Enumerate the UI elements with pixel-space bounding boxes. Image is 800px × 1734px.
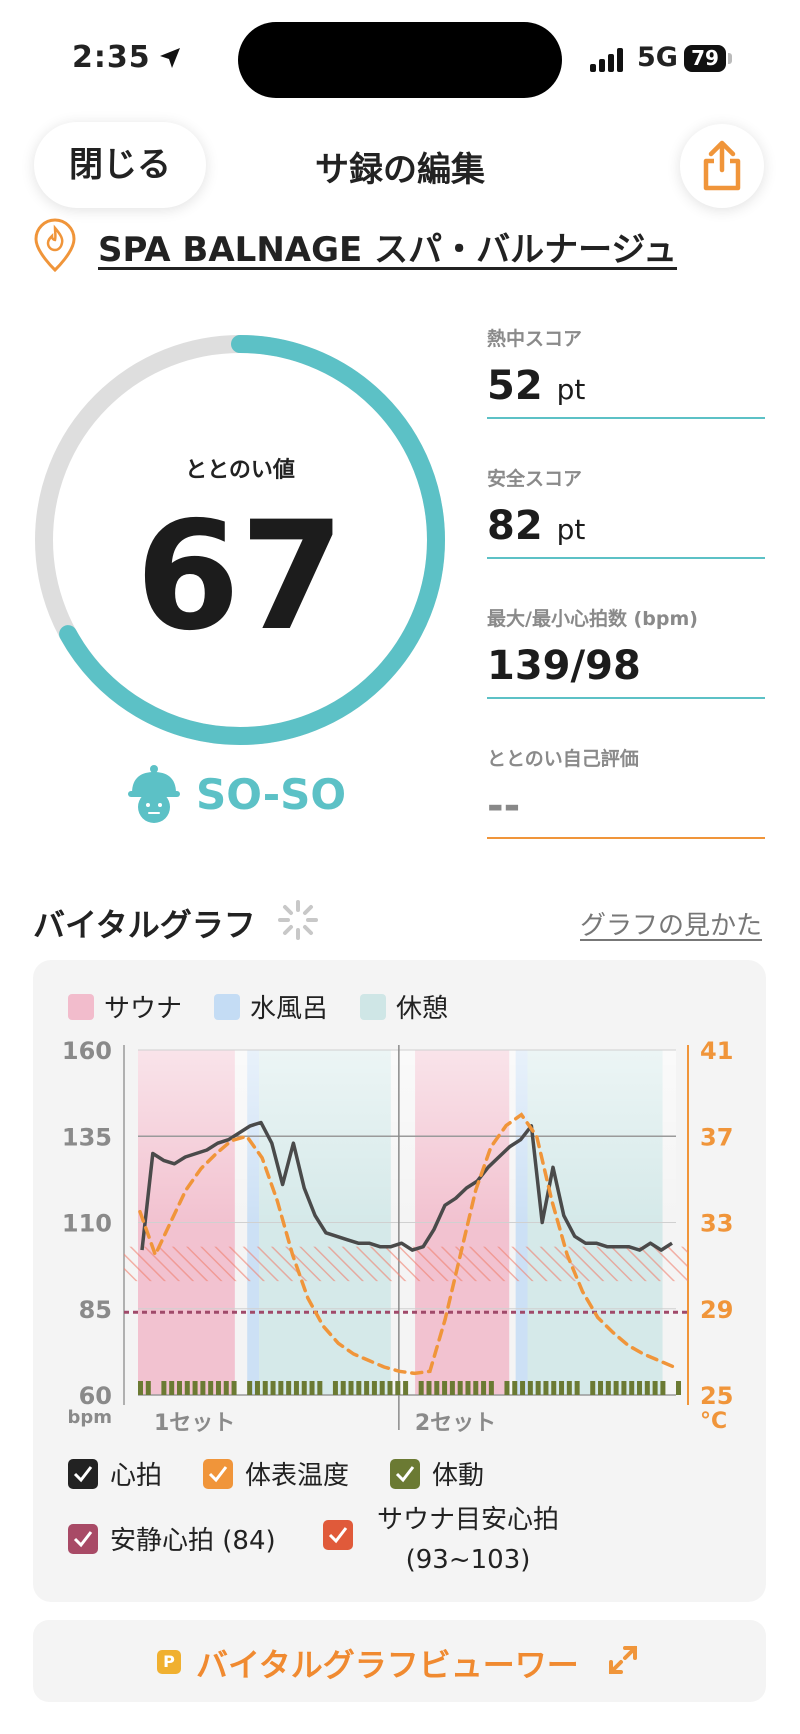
gauge-label: ととのい値 (185, 458, 295, 483)
check-sublabel: (93~103) (405, 1545, 531, 1575)
check-label: 体表温度 (245, 1461, 350, 1491)
zone-swatch (68, 993, 94, 1020)
mood-label: SO-SO (196, 770, 347, 819)
check-icon (208, 1465, 228, 1482)
dynamic-island (238, 22, 562, 98)
stat-self-rating[interactable]: ととのい自己評価 -- (487, 744, 765, 839)
facility-pin-icon (34, 218, 76, 272)
viewer-label: バイタルグラフビューワー (196, 1646, 579, 1684)
page-title: サ録の編集 (315, 150, 485, 190)
stat-unit: pt (556, 513, 586, 546)
loading-spinner-icon (278, 900, 318, 940)
check-body-motion[interactable]: 体動 (390, 1455, 484, 1492)
stat-divider (487, 697, 765, 699)
share-icon (703, 140, 741, 191)
stat-value: 82 (487, 503, 543, 549)
checkbox[interactable] (68, 1458, 98, 1489)
graph-help-link[interactable]: グラフの見かた (580, 911, 763, 941)
stat-label: ととのい自己評価 (487, 748, 639, 770)
check-label: サウナ目安心拍 (376, 1505, 559, 1535)
gauge-value: 67 (135, 490, 345, 664)
location-arrow-icon (160, 48, 180, 68)
stat-label: 安全スコア (487, 468, 583, 490)
close-button[interactable]: 閉じる (34, 122, 206, 208)
check-label: 心拍 (110, 1461, 163, 1491)
signal-icon (590, 46, 630, 72)
facility-name-link[interactable]: SPA BALNAGE スパ・バルナージュ (98, 230, 678, 270)
check-label: 安静心拍 (84) (110, 1526, 276, 1556)
check-icon (73, 1465, 93, 1482)
zone-label: 休憩 (396, 994, 449, 1024)
battery-icon: 79 (684, 45, 726, 72)
stat-divider (487, 557, 765, 559)
zone-label: 水風呂 (250, 994, 329, 1024)
checkbox[interactable] (68, 1523, 98, 1554)
check-icon (73, 1530, 93, 1547)
stat-divider (487, 417, 765, 419)
check-skin-temp[interactable]: 体表温度 (203, 1455, 349, 1492)
share-button[interactable] (680, 124, 764, 208)
check-resting-hr[interactable]: 安静心拍 (84) (68, 1520, 276, 1557)
stat-safety-score: 安全スコア 82 pt (487, 464, 765, 559)
checkbox[interactable] (203, 1458, 233, 1489)
status-bar: 2:35 5G 79 (0, 0, 800, 110)
vital-graph-viewer-button[interactable] (33, 1620, 766, 1702)
stat-value: 52 (487, 363, 543, 409)
stat-divider (487, 837, 765, 839)
zone-label: サウナ (104, 994, 183, 1024)
stat-value: -- (487, 783, 521, 829)
check-heart-rate[interactable]: 心拍 (68, 1455, 162, 1492)
check-label: 体動 (432, 1461, 485, 1491)
battery-cap (728, 53, 732, 64)
stat-unit: pt (556, 373, 586, 406)
premium-badge: P (157, 1650, 181, 1674)
mood-face-icon (128, 765, 180, 823)
zone-swatch (360, 993, 386, 1020)
zone-legend-rest: 休憩 (360, 988, 448, 1025)
stat-heart-rate: 最大/最小心拍数 (bpm) 139/98 (487, 604, 765, 699)
network-type: 5G (637, 42, 678, 73)
zone-swatch (214, 993, 240, 1020)
totonoi-gauge (35, 335, 445, 745)
zone-legend-sauna: サウナ (68, 988, 182, 1025)
check-sauna-target-label: サウナ目安心拍 (93~103) (368, 1500, 568, 1580)
checkbox[interactable] (323, 1520, 353, 1550)
expand-icon (609, 1646, 637, 1674)
stat-label: 最大/最小心拍数 (bpm) (487, 608, 698, 630)
vital-graph-title: バイタルグラフ (33, 906, 256, 944)
checkbox[interactable] (390, 1458, 420, 1489)
stat-label: 熱中スコア (487, 328, 583, 350)
stat-heat-score: 熱中スコア 52 pt (487, 324, 765, 419)
zone-legend-cold-bath: 水風呂 (214, 988, 328, 1025)
check-icon (328, 1527, 348, 1544)
check-sauna-target-hr[interactable] (323, 1520, 365, 1550)
status-time: 2:35 (72, 40, 151, 75)
check-icon (395, 1465, 415, 1482)
stat-value: 139/98 (487, 643, 641, 689)
